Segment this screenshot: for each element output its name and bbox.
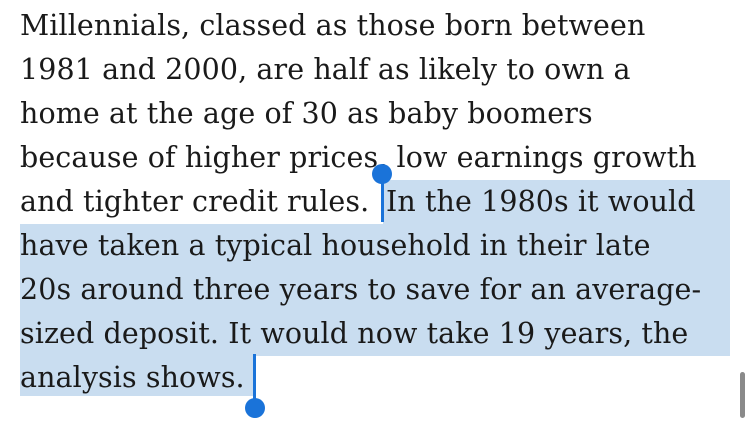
paragraph-line-8-selected[interactable]: sized deposit. It would now take 19 year… [20,317,689,350]
selection-end-handle-dot[interactable] [245,398,265,418]
selection-highlight-last-line [20,356,256,396]
paragraph-line-4[interactable]: because of higher prices, low earnings g… [20,141,697,174]
selection-highlight-middle [20,224,730,356]
paragraph-line-9-selected[interactable]: analysis shows. [20,361,245,394]
paragraph-line-1[interactable]: Millennials, classed as those born betwe… [20,9,646,42]
paragraph-line-2[interactable]: 1981 and 2000, are half as likely to own… [20,53,631,86]
selection-start-handle-stem[interactable] [381,174,384,222]
vertical-scrollbar[interactable] [740,372,745,418]
paragraph-line-5-selected[interactable]: In the 1980s it would [386,185,696,218]
selection-highlight-line-5 [383,180,730,224]
selection-end-handle-stem[interactable] [253,354,256,404]
paragraph-line-3[interactable]: home at the age of 30 as baby boomers [20,97,593,130]
paragraph-line-7-selected[interactable]: 20s around three years to save for an av… [20,273,702,306]
paragraph-line-6-selected[interactable]: have taken a typical household in their … [20,229,651,262]
paragraph-line-5-unselected[interactable]: and tighter credit rules. [20,185,370,218]
